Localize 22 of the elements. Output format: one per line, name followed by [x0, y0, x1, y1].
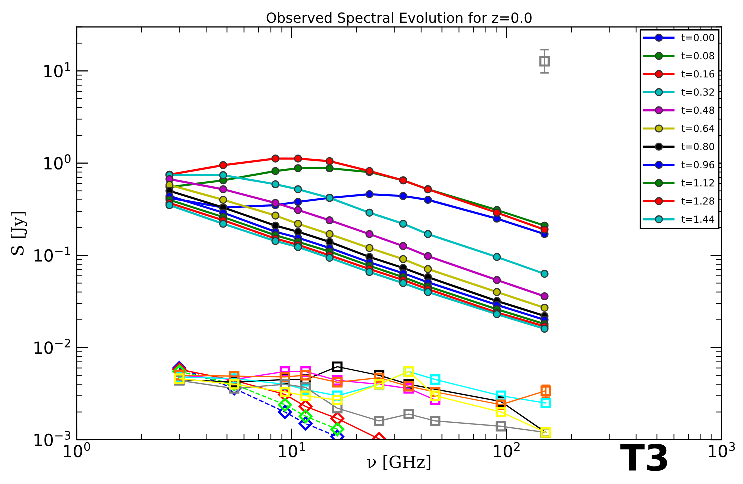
legend-label: t=0.00 [682, 34, 714, 42]
legend-label: t=0.96 [682, 161, 714, 169]
x-tick-label: 10$^{3}$ [709, 442, 736, 458]
x-axis-title: ν [GHz] [368, 455, 431, 470]
y-tick-label: 10$^{−2}$ [34, 338, 70, 354]
legend-label: t=0.80 [682, 143, 714, 150]
x-tick-label: 10$^{2}$ [494, 442, 520, 458]
y-tick-label: 10$^{1}$ [44, 62, 70, 78]
y-tick-label: 10$^{0}$ [44, 154, 71, 170]
x-tick-label: 10$^{1}$ [279, 442, 305, 458]
chart-title: Observed Spectral Evolution for z=0.0 [266, 12, 532, 26]
legend-label: t=0.48 [682, 106, 714, 114]
legend-label: t=0.32 [682, 88, 714, 96]
legend-label: t=1.12 [682, 179, 714, 187]
legend-label: t=0.16 [682, 70, 714, 78]
text: T3 [620, 444, 668, 472]
y-axis-title: S [Jy] [11, 212, 28, 256]
legend-label: t=1.28 [682, 198, 714, 205]
legend-label: t=1.44 [682, 216, 715, 223]
y-tick-label: 10$^{−1}$ [34, 246, 70, 262]
legend-label: t=0.08 [682, 52, 714, 60]
legend-label: t=0.64 [682, 124, 715, 132]
